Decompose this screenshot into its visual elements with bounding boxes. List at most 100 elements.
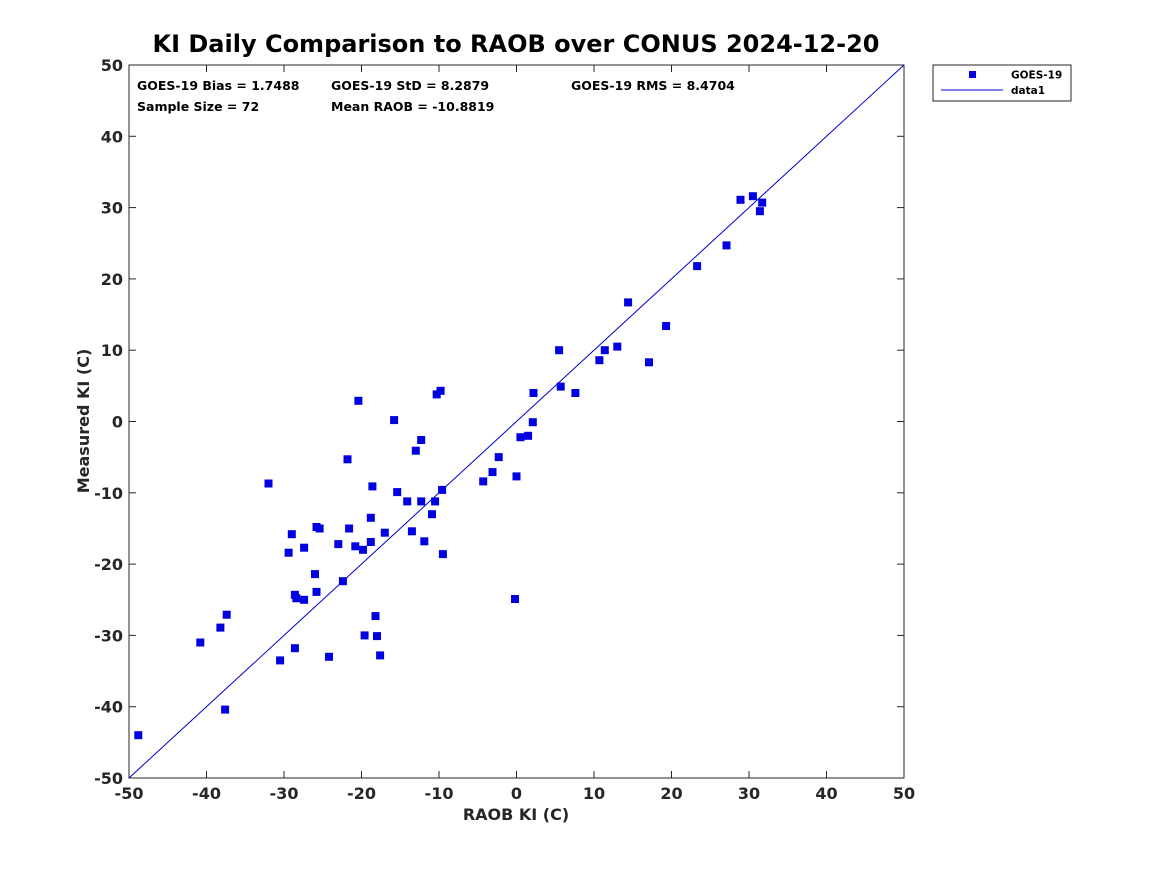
x-tick-label: -50: [115, 784, 144, 803]
data-point: [216, 623, 225, 632]
data-point: [287, 530, 296, 539]
data-point: [736, 195, 745, 204]
x-tick-label: -30: [270, 784, 299, 803]
data-point: [428, 510, 436, 519]
data-point: [512, 472, 521, 481]
data-point: [755, 207, 764, 216]
data-point: [488, 468, 497, 477]
data-point: [420, 537, 429, 546]
data-point: [645, 358, 653, 367]
data-point: [524, 431, 533, 440]
x-axis: -50 -40 -30 -20 -10 0 10 20 30 40 50: [115, 65, 915, 803]
data-point: [555, 346, 564, 355]
data-point: [438, 485, 447, 494]
data-point: [529, 389, 538, 397]
x-tick-label: -10: [425, 784, 454, 803]
x-tick-label: -20: [347, 784, 376, 803]
data-point: [528, 418, 537, 427]
data-point: [411, 446, 420, 455]
data-point: [390, 416, 399, 425]
data-point: [345, 524, 354, 533]
data-point: [479, 477, 488, 486]
x-axis-label: RAOB KI (C): [463, 805, 569, 824]
data-point: [417, 497, 426, 506]
data-point: [351, 542, 360, 551]
data-point: [371, 612, 380, 621]
data-point: [571, 389, 580, 397]
y-tick-label: -40: [94, 698, 123, 717]
data-point: [134, 731, 143, 740]
data-point: [722, 241, 731, 250]
data-point: [438, 550, 447, 559]
y-tick-label: -50: [94, 769, 123, 788]
legend-box: [932, 64, 1072, 102]
x-tick-label: 40: [815, 784, 837, 803]
data-point: [407, 527, 416, 536]
data-point: [196, 638, 205, 647]
data-point: [338, 577, 347, 586]
data-point: [292, 594, 301, 603]
stat-rms: GOES-19 RMS = 8.4704: [571, 78, 735, 93]
y-axis-label: Measured KI (C): [74, 349, 93, 494]
legend-label-goes19: GOES-19: [1011, 70, 1062, 82]
stat-bias: GOES-19 Bias = 1.7488: [137, 78, 299, 93]
x-tick-label: 20: [660, 784, 682, 803]
x-tick-label: 10: [583, 784, 605, 803]
y-tick-label: 30: [101, 199, 123, 218]
data-point: [516, 433, 525, 442]
data-point: [368, 482, 377, 491]
x-tick-label: 30: [738, 784, 760, 803]
data-point: [393, 488, 402, 497]
data-point: [264, 479, 273, 488]
y-tick-label: 50: [101, 56, 123, 75]
data-point: [693, 262, 702, 271]
data-point: [494, 453, 503, 462]
data-point: [300, 595, 309, 604]
data-point: [284, 548, 293, 557]
data-point: [431, 497, 440, 506]
data-point: [624, 298, 633, 307]
data-point: [376, 651, 385, 660]
data-point: [311, 570, 319, 579]
y-tick-label: -20: [94, 555, 123, 574]
data-point: [662, 322, 671, 330]
data-point: [222, 610, 231, 619]
data-point: [315, 524, 324, 533]
stat-mean-raob: Mean RAOB = -10.8819: [331, 99, 494, 114]
data-point: [312, 587, 321, 596]
y-tick-label: 0: [112, 413, 123, 432]
data-point: [403, 497, 412, 506]
data-point: [334, 540, 343, 549]
data-point: [290, 644, 299, 653]
data-point: [380, 528, 389, 537]
data-point: [325, 652, 333, 661]
data-point: [300, 543, 309, 552]
legend: GOES-19 data1: [932, 64, 1072, 102]
data-point: [758, 198, 767, 207]
stat-sample-size: Sample Size = 72: [137, 99, 259, 114]
data-point: [373, 632, 381, 641]
y-axis: -50 -40 -30 -20 -10 0 10 20 30 40 50: [94, 56, 904, 788]
data-point: [748, 192, 757, 201]
y-tick-label: -30: [94, 626, 123, 645]
data-point: [359, 545, 367, 554]
data-point: [436, 386, 445, 395]
y-tick-label: 20: [101, 270, 123, 289]
data-point: [511, 595, 519, 603]
chart-title: KI Daily Comparison to RAOB over CONUS 2…: [153, 30, 880, 58]
data-point: [360, 631, 369, 640]
legend-label-data1: data1: [1011, 85, 1045, 97]
data-point: [343, 455, 352, 464]
data-point: [595, 356, 604, 365]
series-goes19-points: [134, 192, 767, 740]
y-tick-label: -10: [94, 484, 123, 503]
y-tick-label: 10: [101, 341, 123, 360]
reference-line-data1: [128, 64, 905, 779]
data-point: [613, 342, 622, 351]
x-tick-label: 50: [893, 784, 915, 803]
data-point: [600, 346, 609, 355]
x-tick-label: -40: [192, 784, 221, 803]
data-point: [366, 513, 375, 522]
y-tick-label: 40: [101, 127, 123, 146]
